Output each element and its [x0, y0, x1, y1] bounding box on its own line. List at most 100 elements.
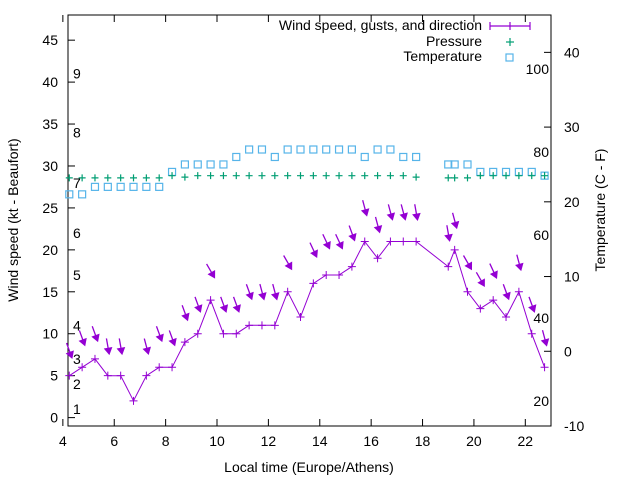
wind-speed-point [193, 329, 202, 338]
pressure-point [335, 172, 343, 180]
temperature-point [360, 152, 369, 162]
legend: Wind speed, gusts, and direction Pressur… [279, 17, 531, 64]
wind-speed-point [540, 363, 549, 372]
wind-direction-arrow [232, 296, 241, 313]
y-left-tick-label: 35 [42, 116, 58, 132]
wind-direction-arrow [258, 283, 267, 301]
pressure-point [502, 172, 510, 180]
pressure-point [515, 172, 523, 180]
temperature-point [78, 190, 87, 199]
wind-speed-point [399, 237, 408, 246]
pressure-point [65, 174, 73, 182]
wind-direction-arrow [219, 296, 229, 313]
wind-speed-point [322, 271, 331, 280]
wind-speed-point [386, 237, 395, 246]
pressure-point [181, 173, 189, 181]
temperature-point [116, 182, 125, 191]
pressure-point [142, 174, 150, 182]
wind-speed-line [69, 240, 546, 402]
wind-direction-arrow [245, 284, 254, 301]
pressure-point [309, 172, 317, 180]
wind-direction-arrow [322, 233, 331, 250]
y-left-tick-label: 10 [42, 326, 58, 342]
y-left-tick-label: 0 [50, 410, 58, 426]
pressure-point [91, 174, 99, 182]
y-left-tick-label: 25 [42, 200, 58, 216]
pressure-point [489, 172, 497, 180]
pressure-point [464, 174, 472, 182]
x-tick-label: 22 [518, 433, 534, 449]
temperature-point [142, 182, 151, 191]
y-right-tick-label: -10 [564, 418, 584, 434]
legend-temperature-marker [505, 53, 514, 62]
temperature-point [450, 160, 459, 169]
legend-pressure-marker [506, 38, 514, 46]
x-tick-label: 6 [110, 433, 118, 449]
pressure-point [232, 172, 240, 180]
temperature-point [283, 145, 292, 154]
pressure-point [194, 172, 202, 180]
x-tick-label: 12 [261, 433, 277, 449]
wind-direction-arrow [412, 204, 421, 221]
wind-direction-arrow [502, 284, 511, 301]
pressure-series [65, 172, 549, 182]
wind-speed-point [180, 338, 189, 347]
x-axis: 4 6 8 10 12 14 16 18 20 22 [59, 15, 533, 449]
pressure-point [399, 172, 407, 180]
temperature-point [245, 145, 254, 154]
wind-speed-point [232, 329, 241, 338]
pressure-point [451, 174, 459, 182]
pressure-point [528, 172, 536, 180]
wind-speed-point [168, 363, 177, 372]
wind-speed-point [283, 287, 292, 296]
wind-direction-arrow [515, 254, 524, 272]
wind-direction-arrow [489, 263, 498, 279]
beaufort-label: 4 [73, 317, 81, 333]
legend-pressure-label: Pressure [426, 33, 482, 49]
pressure-point [361, 172, 369, 180]
y-right-tick-label: 30 [564, 119, 580, 135]
plot-frame [67, 14, 552, 427]
x-tick-label: 10 [209, 433, 225, 449]
wind-direction-arrow [399, 204, 408, 221]
wind-direction-arrow [270, 283, 280, 301]
wind-speed-point [206, 296, 215, 305]
wind-speed-point [527, 329, 536, 338]
wind-direction-arrow [528, 296, 537, 313]
pressure-point [245, 172, 253, 180]
x-tick-label: 18 [415, 433, 431, 449]
fahrenheit-scale: 20 40 60 80 100 [526, 61, 550, 409]
beaufort-label: 6 [73, 225, 81, 241]
temperature-point [296, 145, 305, 154]
pressure-point [374, 172, 382, 180]
wind-direction-arrow [373, 216, 383, 234]
temperature-point [257, 145, 267, 154]
wind-direction-arrow [309, 242, 318, 259]
temperature-point [347, 145, 356, 154]
pressure-point [284, 172, 292, 180]
temperature-point [206, 160, 215, 169]
y-right-tick-label: 40 [564, 44, 580, 60]
wind-direction-arrow [168, 330, 177, 347]
x-axis-label: Local time (Europe/Athens) [224, 459, 394, 475]
wind-direction-arrow [142, 338, 151, 356]
temperature-point [322, 145, 331, 154]
y-right-tick-label: 20 [564, 194, 580, 210]
pressure-point [541, 172, 549, 180]
pressure-point [117, 174, 125, 182]
pressure-point [155, 174, 163, 182]
beaufort-label: 3 [73, 351, 81, 367]
wind-speed-point [476, 304, 485, 313]
beaufort-scale: 1 2 3 4 5 6 7 8 9 [73, 66, 81, 418]
pressure-point [444, 174, 452, 182]
x-tick-label: 14 [312, 433, 328, 449]
fahrenheit-label: 40 [533, 310, 549, 326]
wind-series [65, 237, 549, 405]
fahrenheit-label: 20 [533, 393, 549, 409]
wind-speed-point [219, 329, 228, 338]
pressure-point [322, 172, 330, 180]
temperature-point [463, 160, 472, 169]
wind-speed-point [463, 287, 472, 296]
wind-direction-arrow [348, 225, 357, 242]
